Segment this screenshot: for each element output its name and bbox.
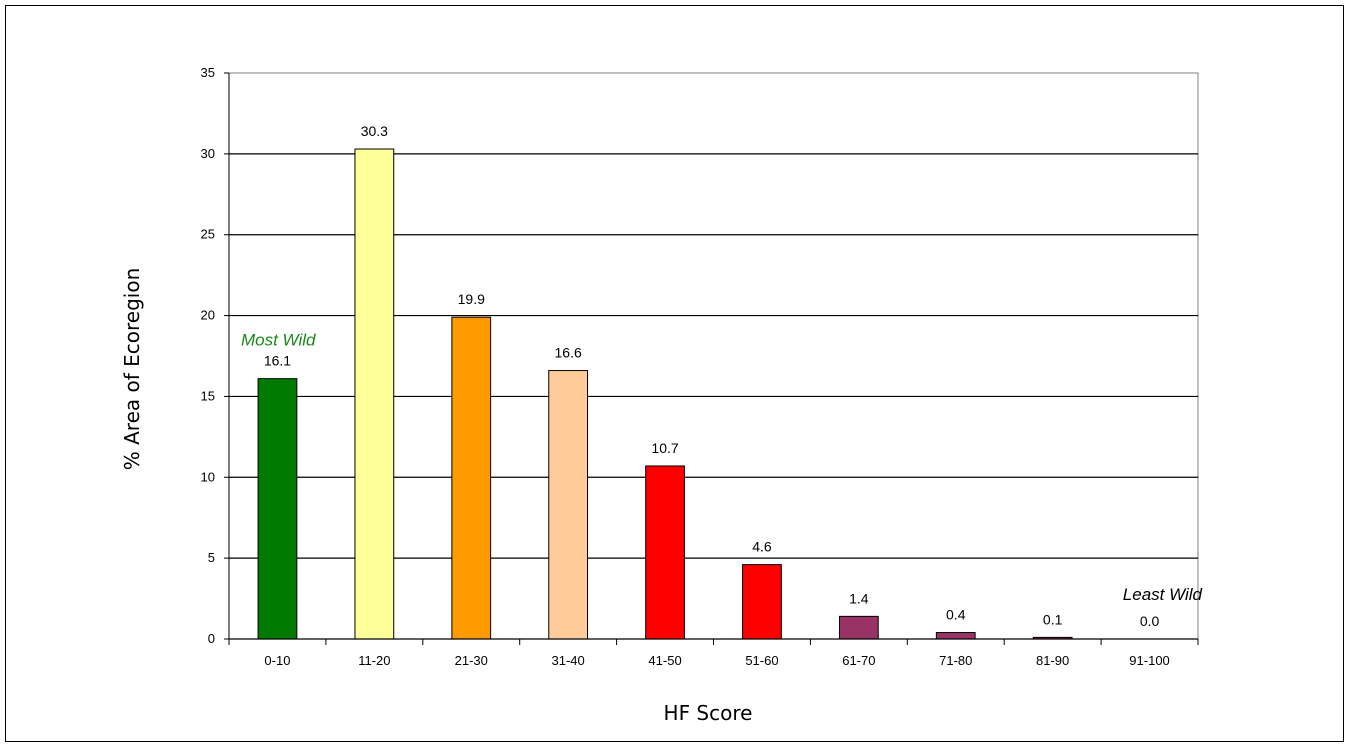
- data-label: 0.0: [1140, 613, 1160, 629]
- data-label: 1.4: [849, 590, 869, 606]
- chart-frame: 0 5 10 15 20 25 30 35 0-10 11-20 21-30 31-40 41-50 5…: [5, 5, 1344, 742]
- y-tick-label: 30: [201, 146, 215, 161]
- bar-11-20: [354, 148, 395, 640]
- x-tick-label: 11-20: [358, 653, 390, 668]
- y-axis-title: % Area of Ecoregion: [120, 268, 144, 471]
- y-tick-label: 10: [201, 469, 215, 484]
- x-tick-label: 31-40: [552, 653, 585, 668]
- y-tick-label: 25: [201, 227, 215, 242]
- x-tick-label: 21-30: [455, 653, 488, 668]
- bar-71-80: [935, 632, 976, 640]
- bar-chart: 0 5 10 15 20 25 30 35 0-10 11-20 21-30 31-40 41-50 5…: [120, 65, 1203, 725]
- data-label: 19.9: [458, 291, 485, 307]
- data-label: 0.1: [1043, 611, 1063, 627]
- x-tick-label: 81-90: [1036, 653, 1069, 668]
- data-label: 4.6: [752, 539, 772, 555]
- annotation-label: Most Wild: [241, 331, 316, 350]
- y-tick-label: 20: [201, 308, 215, 323]
- y-tick-label: 15: [201, 388, 215, 403]
- x-tick-label: 0-10: [264, 653, 290, 668]
- bars: [257, 148, 1073, 640]
- axes: [224, 72, 1199, 645]
- data-label: 10.7: [651, 440, 678, 456]
- y-tick-label: 5: [208, 550, 215, 565]
- y-tick-labels: 0 5 10 15 20 25 30 35: [201, 65, 215, 646]
- y-tick-label: 35: [201, 65, 215, 80]
- data-label: 0.4: [946, 607, 966, 623]
- data-labels: 16.1 30.3 19.9 16.6 10.7 4.6 1.4 0.4 0.1 0.0: [264, 123, 1160, 629]
- annotation-label: Least Wild: [1123, 585, 1203, 604]
- bar-41-50: [645, 465, 685, 640]
- bar-21-30: [451, 316, 492, 640]
- data-label: 16.1: [264, 353, 291, 369]
- y-tick-label: 0: [208, 631, 215, 646]
- x-tick-label: 41-50: [648, 653, 681, 668]
- x-tick-label: 71-80: [939, 653, 972, 668]
- x-tick-labels: 0-10 11-20 21-30 31-40 41-50 51-60 61-70 71-80 8…: [264, 653, 1169, 668]
- data-label: 30.3: [361, 123, 388, 139]
- bar-61-70: [838, 615, 879, 640]
- x-tick-label: 61-70: [842, 653, 875, 668]
- x-tick-label: 91-100: [1129, 653, 1169, 668]
- annotations: Most Wild Least Wild: [241, 331, 1203, 604]
- bar-31-40: [548, 370, 589, 640]
- x-axis-title: HF Score: [664, 701, 753, 725]
- bar-0-10: [257, 378, 298, 640]
- data-label: 16.6: [555, 345, 582, 361]
- x-tick-label: 51-60: [745, 653, 778, 668]
- bar-51-60: [742, 564, 782, 640]
